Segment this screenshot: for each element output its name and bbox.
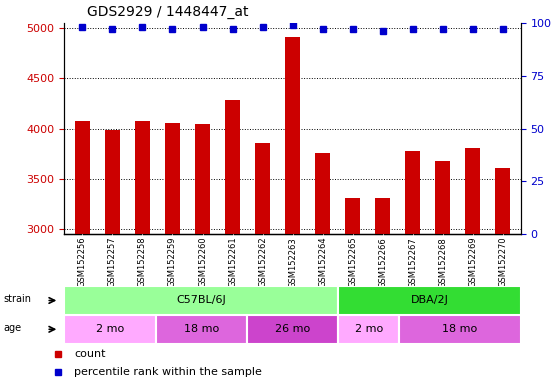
Bar	[465, 148, 480, 384]
Bar	[165, 122, 180, 384]
Text: GSM152257: GSM152257	[108, 237, 117, 288]
Bar	[64, 286, 338, 315]
Bar	[435, 161, 450, 384]
Text: count: count	[74, 349, 106, 359]
Bar	[285, 37, 300, 384]
Text: DBA/2J: DBA/2J	[410, 295, 449, 306]
Text: 18 mo: 18 mo	[442, 324, 478, 334]
Text: GDS2929 / 1448447_at: GDS2929 / 1448447_at	[87, 5, 249, 19]
Text: percentile rank within the sample: percentile rank within the sample	[74, 366, 262, 377]
Bar	[195, 124, 210, 384]
Bar	[75, 121, 90, 384]
Bar	[495, 168, 510, 384]
Bar	[315, 153, 330, 384]
Bar	[64, 315, 156, 344]
Text: GSM152259: GSM152259	[168, 237, 177, 287]
Text: strain: strain	[3, 294, 31, 304]
Text: GSM152258: GSM152258	[138, 237, 147, 288]
Bar	[338, 286, 521, 315]
Bar	[405, 151, 420, 384]
Text: 2 mo: 2 mo	[354, 324, 383, 334]
Bar	[156, 315, 247, 344]
Bar	[247, 315, 338, 344]
Text: GSM152269: GSM152269	[468, 237, 477, 288]
Text: GSM152263: GSM152263	[288, 237, 297, 288]
Text: GSM152261: GSM152261	[228, 237, 237, 288]
Text: GSM152256: GSM152256	[78, 237, 87, 288]
Text: GSM152267: GSM152267	[408, 237, 417, 288]
Text: GSM152260: GSM152260	[198, 237, 207, 288]
Text: GSM152264: GSM152264	[318, 237, 327, 288]
Text: 18 mo: 18 mo	[184, 324, 219, 334]
Text: GSM152265: GSM152265	[348, 237, 357, 288]
Text: C57BL/6J: C57BL/6J	[176, 295, 226, 306]
Bar	[338, 315, 399, 344]
Bar	[105, 130, 120, 384]
Text: GSM152270: GSM152270	[498, 237, 507, 288]
Text: GSM152268: GSM152268	[438, 237, 447, 288]
Bar	[255, 143, 270, 384]
Bar	[225, 101, 240, 384]
Bar	[399, 315, 521, 344]
Bar	[345, 198, 360, 384]
Bar	[375, 198, 390, 384]
Text: age: age	[3, 323, 21, 333]
Text: GSM152266: GSM152266	[378, 237, 387, 288]
Text: GSM152262: GSM152262	[258, 237, 267, 288]
Bar	[135, 121, 150, 384]
Text: 2 mo: 2 mo	[96, 324, 124, 334]
Text: 26 mo: 26 mo	[275, 324, 310, 334]
